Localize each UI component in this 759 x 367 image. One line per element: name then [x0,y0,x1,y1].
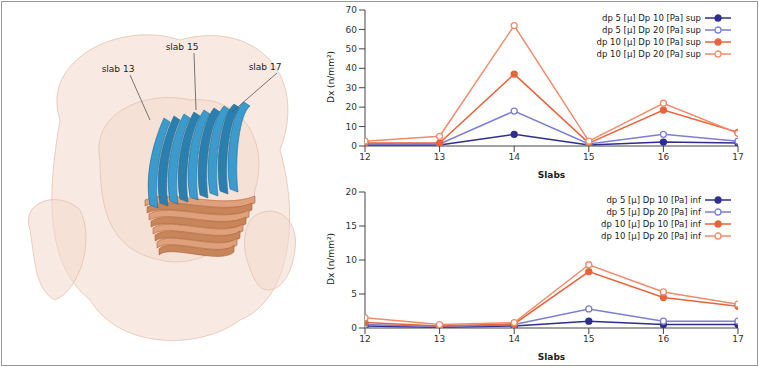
svg-text:0: 0 [351,141,357,151]
svg-text:slab 15: slab 15 [166,42,199,52]
html-text:dp 10 [µ] Dp 10 [Pa] inf: dp 10 [µ] Dp 10 [Pa] inf [601,219,701,229]
svg-text:40: 40 [346,63,358,73]
svg-text:14: 14 [508,152,520,162]
html-text:dp 5 [µ] Dp 20 [Pa] inf: dp 5 [µ] Dp 20 [Pa] inf [606,207,701,217]
html-text:dp 10 [µ] Dp 20 [Pa] sup: dp 10 [µ] Dp 20 [Pa] sup [596,49,701,59]
svg-text:10: 10 [346,255,358,265]
html-text:dp 10 [µ] Dp 10 [Pa] sup: dp 10 [µ] Dp 10 [Pa] sup [596,37,701,47]
svg-text:17: 17 [732,334,743,344]
svg-text:Slabs: Slabs [538,170,565,180]
svg-text:15: 15 [583,152,594,162]
svg-text:20: 20 [346,187,358,197]
svg-text:17: 17 [732,152,743,162]
svg-text:15: 15 [346,221,357,231]
svg-text:Dx (n/mm²): Dx (n/mm²) [326,51,336,103]
svg-text:slab 17: slab 17 [249,62,282,72]
svg-text:14: 14 [508,334,520,344]
svg-text:15: 15 [583,334,594,344]
html-text:dp 5 [µ] Dp 10 [Pa] sup: dp 5 [µ] Dp 10 [Pa] sup [602,13,701,23]
svg-text:12: 12 [359,152,370,162]
svg-text:Slabs: Slabs [538,352,565,362]
svg-text:Dx (n/mm²): Dx (n/mm²) [326,233,336,285]
svg-text:slab 13: slab 13 [102,64,135,74]
svg-text:16: 16 [658,334,670,344]
html-text:dp 5 [µ] Dp 20 [Pa] sup: dp 5 [µ] Dp 20 [Pa] sup [602,25,701,35]
svg-text:30: 30 [346,83,358,93]
svg-text:12: 12 [359,334,370,344]
svg-text:13: 13 [434,334,445,344]
svg-text:13: 13 [434,152,445,162]
svg-text:60: 60 [346,25,358,35]
svg-text:50: 50 [346,44,358,54]
svg-text:70: 70 [346,5,358,15]
html-text:dp 10 [µ] Dp 20 [Pa] inf: dp 10 [µ] Dp 20 [Pa] inf [601,231,701,241]
svg-text:20: 20 [346,102,358,112]
svg-text:0: 0 [351,323,357,333]
svg-text:16: 16 [658,152,670,162]
html-text:dp 5 [µ] Dp 10 [Pa] inf: dp 5 [µ] Dp 10 [Pa] inf [606,195,701,205]
svg-text:10: 10 [346,122,358,132]
svg-text:5: 5 [351,289,357,299]
